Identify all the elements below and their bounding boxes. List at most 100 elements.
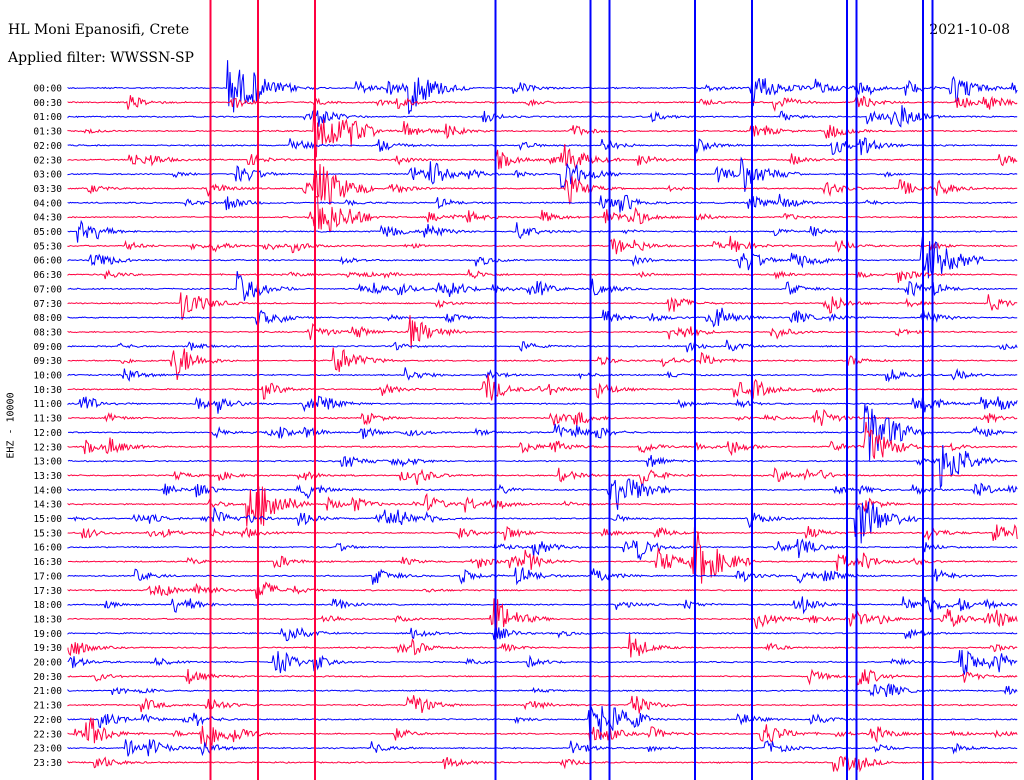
trace-row <box>67 307 1018 328</box>
row-time-label: 19:00 <box>33 629 62 640</box>
row-time-label: 20:00 <box>33 658 62 669</box>
row-time-label: 09:00 <box>33 342 62 353</box>
row-time-label: 11:30 <box>33 414 62 425</box>
trace-row <box>67 739 1018 757</box>
row-time-label: 03:00 <box>33 170 62 181</box>
row-time-label: 22:30 <box>33 729 62 740</box>
trace-row <box>67 668 1018 686</box>
trace-row <box>67 581 1018 599</box>
trace-row <box>67 596 1018 615</box>
station-title: HL Moni Epanosifi, Crete <box>8 22 190 38</box>
row-time-label: 23:00 <box>33 744 62 755</box>
trace-row <box>67 524 1018 541</box>
row-time-label: 21:30 <box>33 701 62 712</box>
trace-row <box>67 467 1018 487</box>
row-time-label: 17:00 <box>33 571 62 582</box>
row-time-label: 06:30 <box>33 270 62 281</box>
trace-row <box>68 408 1018 426</box>
trace-row <box>67 292 1018 321</box>
trace-row <box>67 598 1018 637</box>
row-time-label: 13:00 <box>33 457 62 468</box>
trace-row <box>67 144 1018 171</box>
row-time-label: 16:00 <box>33 543 62 554</box>
row-time-label: 04:00 <box>33 198 62 209</box>
trace-row <box>67 105 1018 158</box>
row-time-label: 10:00 <box>33 371 62 382</box>
trace-row <box>68 527 1018 584</box>
trace-row <box>67 94 1018 113</box>
row-time-label: 04:30 <box>33 213 62 224</box>
row-time-label: 08:00 <box>33 313 62 324</box>
trace-row <box>67 315 1018 349</box>
filter-label: Applied filter: WWSSN-SP <box>8 50 194 66</box>
trace-row <box>67 374 1018 402</box>
row-time-label: 01:00 <box>33 112 62 123</box>
row-time-label: 05:30 <box>33 241 62 252</box>
trace-row <box>67 193 1018 213</box>
row-time-label: 17:30 <box>33 586 62 597</box>
trace-row <box>67 339 1018 353</box>
row-time-label: 15:30 <box>33 528 62 539</box>
trace-row <box>67 706 1018 741</box>
row-time-label: 03:30 <box>33 184 62 195</box>
row-time-label: 07:00 <box>33 284 62 295</box>
row-time-label: 14:00 <box>33 485 62 496</box>
trace-row <box>67 105 1018 128</box>
trace-row <box>67 501 1018 544</box>
trace-row <box>67 219 1018 243</box>
trace-row <box>67 421 1018 459</box>
trace-row <box>67 367 1018 383</box>
trace-row <box>67 567 1018 586</box>
trace-row <box>67 717 1018 748</box>
row-time-label: 05:00 <box>33 227 62 238</box>
trace-row <box>67 395 1018 414</box>
row-time-label: 12:00 <box>33 428 62 439</box>
row-time-label: 02:30 <box>33 155 62 166</box>
trace-row <box>67 271 1018 301</box>
row-time-label: 18:00 <box>33 600 62 611</box>
row-time-label: 00:00 <box>33 84 62 95</box>
trace-row <box>67 347 1018 380</box>
trace-row <box>67 633 1018 658</box>
row-time-label: 09:30 <box>33 356 62 367</box>
row-time-label: 23:30 <box>33 758 62 769</box>
trace-row <box>67 444 1018 490</box>
trace-row <box>68 404 1018 461</box>
trace-row <box>67 695 1018 714</box>
row-time-label: 01:30 <box>33 127 62 138</box>
row-time-label: 06:00 <box>33 256 62 267</box>
trace-row <box>67 194 1018 232</box>
row-time-label: 08:30 <box>33 327 62 338</box>
row-time-label: 00:30 <box>33 98 62 109</box>
trace-row <box>67 649 1018 675</box>
row-time-label: 18:30 <box>33 614 62 625</box>
trace-row <box>67 269 1018 283</box>
trace-row <box>67 682 1018 698</box>
row-time-label: 15:00 <box>33 514 62 525</box>
row-time-label: 12:30 <box>33 442 62 453</box>
row-time-label: 11:00 <box>33 399 62 410</box>
trace-row <box>67 753 1018 773</box>
trace-row <box>67 235 1018 255</box>
row-time-label: 22:00 <box>33 715 62 726</box>
trace-row <box>67 236 1018 279</box>
trace-row <box>67 156 1018 192</box>
trace-row <box>67 478 1018 510</box>
trace-row <box>67 163 1018 205</box>
row-time-label: 21:00 <box>33 686 62 697</box>
row-time-label: 02:00 <box>33 141 62 152</box>
trace-row <box>67 486 1018 527</box>
date-label: 2021-10-08 <box>929 22 1010 38</box>
row-time-label: 19:30 <box>33 643 62 654</box>
row-time-label: 14:30 <box>33 500 62 511</box>
row-time-label: 16:30 <box>33 557 62 568</box>
row-time-label: 07:30 <box>33 299 62 310</box>
trace-row <box>67 538 1018 560</box>
row-time-label: 20:30 <box>33 672 62 683</box>
trace-row <box>67 624 1018 642</box>
trace-row <box>67 137 1018 156</box>
row-time-label: 13:30 <box>33 471 62 482</box>
row-time-label: 10:30 <box>33 385 62 396</box>
trace-row <box>67 60 1018 115</box>
